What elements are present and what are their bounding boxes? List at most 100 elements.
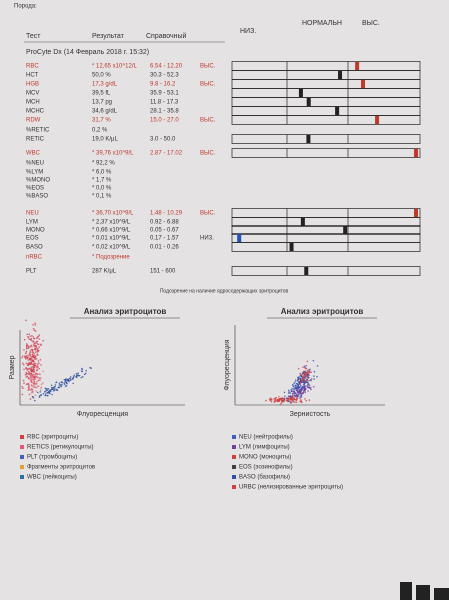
scatter-dot (22, 387, 24, 390)
test-name: HCT (26, 73, 39, 79)
scatter-dot (37, 363, 39, 366)
scatter-dot (37, 349, 40, 352)
range: 3.0 - 50.0 (150, 137, 176, 143)
scatter-dot (22, 363, 25, 366)
scatter-dot (304, 398, 306, 400)
scatter-dot (26, 364, 29, 366)
scatter-dot (298, 391, 301, 393)
scatter-dot (316, 365, 319, 367)
scatter-dot (299, 395, 301, 397)
top-label: Порода: (14, 4, 37, 10)
scatter-dot (54, 384, 57, 386)
scatter-dot (23, 338, 26, 341)
scatter-dot (90, 367, 93, 370)
test-name: MCH (26, 100, 40, 106)
scatter-dot (302, 391, 305, 394)
scatter-dot (306, 385, 308, 387)
scatter-dot (286, 397, 289, 399)
legend-label: EOS (эозинофилы) (239, 465, 293, 471)
scatter-dot (25, 371, 27, 374)
scatter-dot (25, 319, 27, 322)
range: 6.54 - 12.20 (150, 64, 183, 70)
range-bar (231, 225, 421, 235)
scatter-dot (38, 396, 41, 398)
scatter-dot (72, 382, 74, 385)
legend-label: RBC (эритроциты) (27, 435, 78, 441)
scatter-dot (287, 389, 290, 392)
marker (306, 135, 311, 143)
scatter-dot (290, 390, 293, 392)
scatter-dot (49, 390, 52, 392)
scatter-dot (39, 391, 42, 393)
scatter-dot (81, 375, 84, 378)
scatter-dot (76, 373, 78, 376)
test-name: MCHC (26, 109, 45, 115)
scatter-dot (64, 380, 67, 383)
scatter-dot (38, 346, 41, 348)
scatter-dot (27, 335, 29, 338)
marker (361, 80, 365, 88)
scatter-dot (25, 355, 28, 357)
scatter-dot (292, 385, 295, 387)
marker (414, 209, 418, 217)
scatter-dot (29, 374, 32, 377)
scatter-dot (305, 399, 308, 402)
scatter-dot (306, 375, 309, 378)
scatter-dot (283, 397, 286, 400)
scatter-dot (308, 399, 311, 401)
scatter-dot (28, 393, 31, 396)
scatter-dot (31, 339, 33, 342)
scatter-dot (292, 400, 294, 402)
scatter-dot (310, 371, 312, 373)
scatter-dot (33, 368, 35, 371)
scatter-dot (22, 379, 25, 382)
scatter-dot (25, 362, 28, 365)
range: 2.87 - 17.02 (150, 151, 183, 157)
scatter-dot (40, 343, 42, 346)
scatter-dot (81, 370, 83, 373)
scatter-dot (34, 342, 36, 345)
scatter-dot (313, 375, 315, 377)
scatter-dot (293, 382, 295, 385)
scatter-dot (28, 352, 31, 355)
scatter-dot (34, 324, 37, 326)
scatter-dot (304, 391, 306, 394)
scatter-dot (32, 327, 35, 330)
scatter-dot (33, 366, 36, 368)
range: 0.01 - 0.26 (150, 245, 179, 251)
scatter-dot (34, 357, 36, 359)
test-name: LYM (26, 220, 38, 226)
scatter-dot (28, 371, 31, 374)
scatter-dot (289, 402, 292, 404)
scatter-dot (51, 393, 53, 396)
col-head: Тест (26, 33, 41, 40)
scatter-dot (34, 322, 36, 324)
legend-label: PLT (тромбоциты) (27, 455, 77, 461)
scatter-dot (25, 350, 28, 353)
test-name: MCV (26, 91, 39, 97)
scatter-dot (304, 377, 307, 380)
scatter-dot (35, 346, 38, 349)
scatter-dot (77, 372, 80, 374)
scatter-dot (299, 372, 302, 375)
test-name: BASO (26, 245, 43, 251)
scatter-dot (306, 360, 309, 363)
test-name: PLT (26, 269, 37, 275)
legend-swatch (20, 475, 24, 479)
scatter-dot (23, 368, 25, 371)
scatter-dot (44, 390, 46, 393)
scatter-dot (26, 357, 29, 360)
scatter-dot (44, 387, 47, 390)
scatter-dot (32, 344, 35, 346)
test-name: %EOS (26, 186, 44, 192)
scatter-dot (282, 397, 284, 399)
scatter-dot (58, 382, 61, 385)
scatter-dot (301, 373, 303, 376)
result: 287 K/μL (92, 269, 117, 275)
scatter-dot (29, 389, 32, 391)
col-head: Результат (92, 33, 125, 40)
scatter-dot (50, 384, 53, 387)
scatter-dot (34, 399, 36, 402)
scatter-dot (299, 381, 302, 384)
scatter-dot (38, 395, 41, 397)
